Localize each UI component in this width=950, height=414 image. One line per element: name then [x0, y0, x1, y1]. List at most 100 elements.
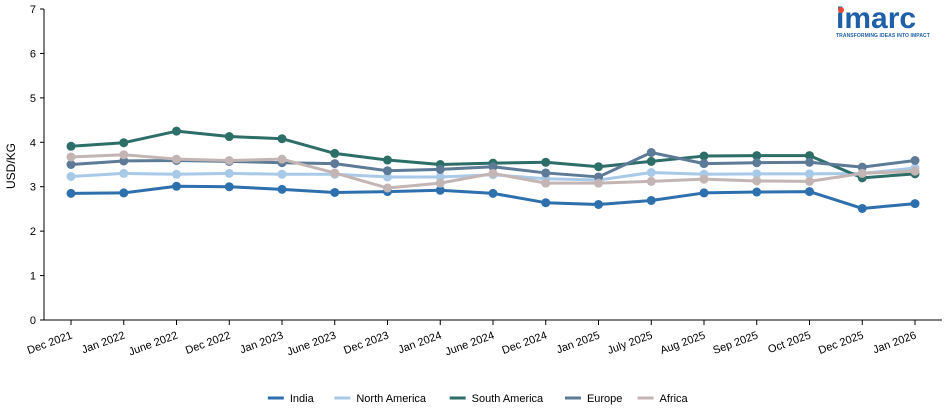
y-tick-label: 5 [30, 93, 36, 105]
data-point [594, 172, 603, 182]
data-point [172, 181, 181, 191]
data-point [66, 171, 76, 181]
data-point [857, 162, 867, 172]
logo-wordmark: imarc [836, 2, 917, 35]
data-point [594, 162, 603, 172]
data-point [277, 134, 287, 144]
data-point [277, 184, 287, 194]
data-point [646, 167, 656, 177]
data-point [752, 169, 762, 179]
data-point [646, 148, 656, 158]
x-tick-label: Jan 2026 [871, 330, 918, 357]
data-point [541, 178, 551, 188]
data-point [66, 152, 76, 162]
data-point [541, 168, 551, 178]
data-point [541, 198, 551, 208]
y-tick-label: 4 [30, 137, 36, 149]
data-point [435, 185, 445, 195]
legend-label: North America [356, 393, 427, 405]
x-tick-label: June 2022 [127, 330, 179, 359]
data-point [172, 169, 181, 179]
x-tick-label: Sep 2025 [711, 330, 759, 357]
data-point [330, 159, 340, 169]
x-tick-label: July 2025 [606, 330, 654, 357]
data-point [805, 187, 814, 197]
x-tick-label: Dec 2022 [184, 330, 232, 357]
data-point [805, 151, 814, 161]
data-point [435, 172, 445, 182]
x-tick-label: Aug 2025 [659, 330, 707, 357]
y-tick-label: 6 [30, 48, 36, 60]
data-point [224, 156, 234, 166]
data-point [119, 138, 129, 148]
data-point [699, 188, 709, 198]
data-point [119, 156, 129, 166]
y-tick-label: 7 [30, 4, 36, 16]
x-tick-label: Jan 2022 [80, 330, 127, 357]
data-point [752, 176, 762, 186]
data-point [910, 166, 920, 176]
data-point [330, 168, 340, 178]
data-point [594, 199, 603, 209]
data-point [805, 169, 814, 179]
y-tick-label: 3 [30, 182, 36, 194]
data-point [488, 168, 498, 178]
data-point [646, 156, 656, 166]
legend-item: Europe [564, 393, 622, 405]
data-point [488, 162, 498, 172]
data-point [435, 164, 445, 174]
data-point [541, 157, 551, 167]
y-tick-label: 0 [30, 315, 36, 327]
data-point [224, 132, 234, 142]
data-point [383, 166, 392, 176]
y-axis-title: USD/KG [4, 143, 18, 189]
x-tick-label: June 2023 [285, 330, 337, 359]
series-india [66, 181, 920, 213]
legend-label: India [290, 393, 315, 405]
data-point [383, 183, 392, 193]
data-point [646, 195, 656, 205]
data-point [857, 203, 867, 213]
legend-label: Africa [660, 393, 689, 405]
data-point [119, 150, 129, 160]
data-point [383, 155, 392, 165]
data-point [910, 156, 920, 166]
data-point [910, 199, 920, 209]
data-point [330, 187, 340, 197]
series-lines [66, 126, 920, 213]
data-point [699, 159, 709, 169]
data-point [224, 182, 234, 192]
y-axis-ticks: 0 1 2 3 4 5 6 7 [30, 4, 44, 327]
legend-item: South America [449, 393, 544, 405]
y-tick-label: 1 [30, 271, 36, 283]
data-point [66, 141, 76, 151]
data-point [119, 168, 129, 178]
legend-item: Africa [637, 393, 689, 405]
x-tick-label: Jan 2023 [238, 330, 285, 357]
legend-item: North America [334, 393, 427, 405]
x-axis-ticks: Dec 2021 Jan 2022 June 2022 Dec 2022 Jan 202… [26, 320, 918, 358]
data-point [646, 176, 656, 186]
logo-dot [838, 7, 844, 13]
x-tick-label: Dec 2021 [26, 330, 74, 357]
legend-label: Europe [587, 393, 622, 405]
x-tick-label: Oct 2025 [766, 330, 812, 357]
data-point [330, 148, 340, 158]
y-tick-label: 2 [30, 226, 36, 238]
data-point [66, 160, 76, 169]
data-point [277, 154, 287, 164]
data-point [277, 169, 287, 179]
data-point [805, 176, 814, 186]
legend: India North America South America Europe Afr… [267, 393, 689, 405]
legend-label: South America [472, 393, 544, 405]
data-point [66, 188, 76, 198]
data-point [805, 157, 814, 167]
logo-tagline: TRANSFORMING IDEAS INTO IMPACT [836, 33, 930, 39]
x-tick-label: Dec 2024 [500, 330, 548, 357]
data-point [383, 172, 392, 182]
data-point [857, 168, 867, 178]
data-point [224, 168, 234, 178]
data-point [119, 188, 129, 198]
data-point [172, 126, 181, 136]
data-point [699, 151, 709, 161]
